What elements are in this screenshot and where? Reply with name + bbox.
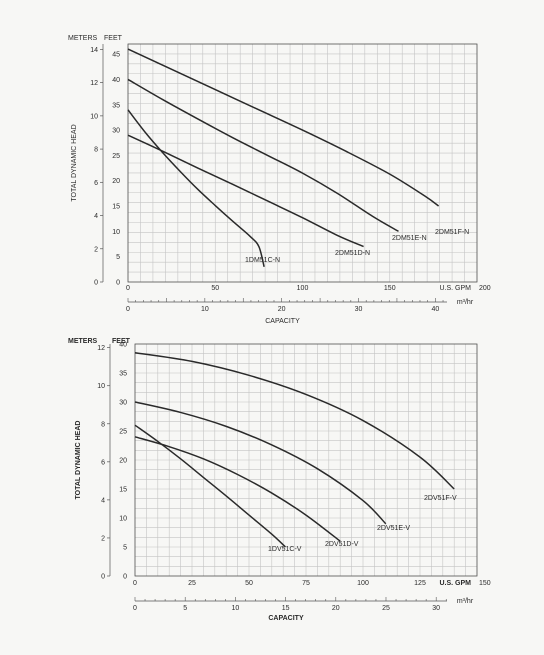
gpm-tick-label: 75 — [302, 580, 310, 587]
series-line-2dv51e-v — [134, 401, 387, 525]
meters-tick-label: 8 — [94, 147, 98, 154]
gpm-tick-label: 125 — [414, 580, 426, 587]
gpm-tick-label: 0 — [133, 580, 137, 587]
m3-tick-label: 30 — [432, 605, 440, 612]
gpm-unit-label: U.S. GPM — [439, 285, 471, 292]
series-line-2dv51f-v — [134, 351, 455, 490]
series-line-1dv51c-v — [134, 424, 286, 548]
gpm-tick-label: 0 — [126, 285, 130, 292]
feet-tick-label: 45 — [112, 52, 120, 59]
feet-tick-label: 10 — [119, 516, 127, 523]
feet-tick-label: 15 — [112, 204, 120, 211]
gpm-tick-label: 100 — [357, 580, 369, 587]
plot-frame — [127, 43, 478, 283]
x-axis-title: CAPACITY — [265, 318, 300, 325]
feet-tick-label-zero: 0 — [116, 280, 120, 287]
meters-tick-label: 0 — [101, 574, 105, 581]
m3-tick-label: 10 — [231, 605, 239, 612]
m3-tick-label: 40 — [431, 306, 439, 313]
feet-axis-header: FEET — [112, 338, 131, 345]
m3-unit-label: m³/hr — [457, 299, 474, 306]
meters-tick-label: 10 — [90, 113, 98, 120]
feet-tick-label: 15 — [119, 487, 127, 494]
meters-tick-label: 12 — [97, 345, 105, 352]
meters-tick-label: 4 — [94, 213, 98, 220]
meters-axis-header: METERS — [68, 35, 98, 42]
meters-tick-label: 14 — [90, 47, 98, 54]
meters-tick-label: 4 — [101, 497, 105, 504]
meters-tick-label: 6 — [94, 180, 98, 187]
meters-tick-label: 2 — [94, 246, 98, 253]
series-line-2dm51d-n — [127, 134, 364, 248]
feet-tick-label: 40 — [112, 77, 120, 84]
series-line-1dm51c-n — [127, 109, 265, 267]
x-axis-title: CAPACITY — [268, 615, 304, 622]
meters-tick-label: 6 — [101, 459, 105, 466]
series-label: 1DM51C-N — [245, 257, 280, 264]
series-line-2dm51f-n — [127, 48, 440, 207]
series-line-2dv51d-v — [134, 436, 341, 542]
series-label: 2DV51F-V — [424, 495, 457, 502]
feet-tick-label: 10 — [112, 229, 120, 236]
gpm-tick-label: 200 — [479, 285, 491, 292]
meters-tick-label: 0 — [94, 280, 98, 287]
series-label: 2DM51E-N — [392, 235, 427, 242]
feet-tick-label: 5 — [116, 254, 120, 261]
feet-tick-label-zero: 0 — [123, 574, 127, 581]
feet-tick-label: 25 — [112, 153, 120, 160]
meters-tick-label: 12 — [90, 80, 98, 87]
m3-tick-label: 25 — [382, 605, 390, 612]
plot-frame — [134, 343, 478, 577]
feet-axis-header: FEET — [104, 35, 123, 42]
gpm-tick-label: 50 — [245, 580, 253, 587]
gpm-unit-label: U.S. GPM — [439, 580, 471, 587]
m3-tick-label: 20 — [278, 306, 286, 313]
feet-tick-label: 30 — [119, 400, 127, 407]
series-label: 2DV51D-V — [325, 541, 359, 548]
y-axis-title: TOTAL DYNAMIC HEAD — [75, 421, 82, 500]
series-label: 2DV51E-V — [377, 525, 410, 532]
feet-tick-label: 5 — [123, 545, 127, 552]
m3-tick-label: 0 — [133, 605, 137, 612]
series-label: 1DV51C-V — [268, 546, 302, 553]
meters-tick-label: 10 — [97, 383, 105, 390]
series-label: 2DM51F-N — [435, 229, 469, 236]
m3-tick-label: 20 — [332, 605, 340, 612]
y-axis-title: TOTAL DYNAMIC HEAD — [71, 124, 78, 201]
feet-tick-label: 25 — [119, 429, 127, 436]
m3-tick-label: 15 — [282, 605, 290, 612]
gpm-tick-label: 25 — [188, 580, 196, 587]
meters-axis-header: METERS — [68, 338, 98, 345]
gpm-tick-label: 150 — [384, 285, 396, 292]
feet-tick-label: 35 — [112, 102, 120, 109]
feet-tick-label: 30 — [112, 128, 120, 135]
feet-tick-label: 20 — [112, 178, 120, 185]
feet-tick-label: 35 — [119, 371, 127, 378]
m3-tick-label: 5 — [183, 605, 187, 612]
feet-tick-label: 20 — [119, 458, 127, 465]
m3-unit-label: m³/hr — [457, 598, 474, 605]
m3-tick-label: 30 — [355, 306, 363, 313]
m3-tick-label: 10 — [201, 306, 209, 313]
series-line-2dm51e-n — [127, 78, 399, 233]
gpm-tick-label: 100 — [297, 285, 309, 292]
m3-tick-label: 0 — [126, 306, 130, 313]
gpm-tick-label: 150 — [479, 580, 491, 587]
meters-tick-label: 2 — [101, 535, 105, 542]
feet-tick-label: 40 — [119, 342, 127, 349]
gpm-tick-label: 50 — [211, 285, 219, 292]
meters-tick-label: 8 — [101, 421, 105, 428]
series-label: 2DM51D-N — [335, 250, 370, 257]
